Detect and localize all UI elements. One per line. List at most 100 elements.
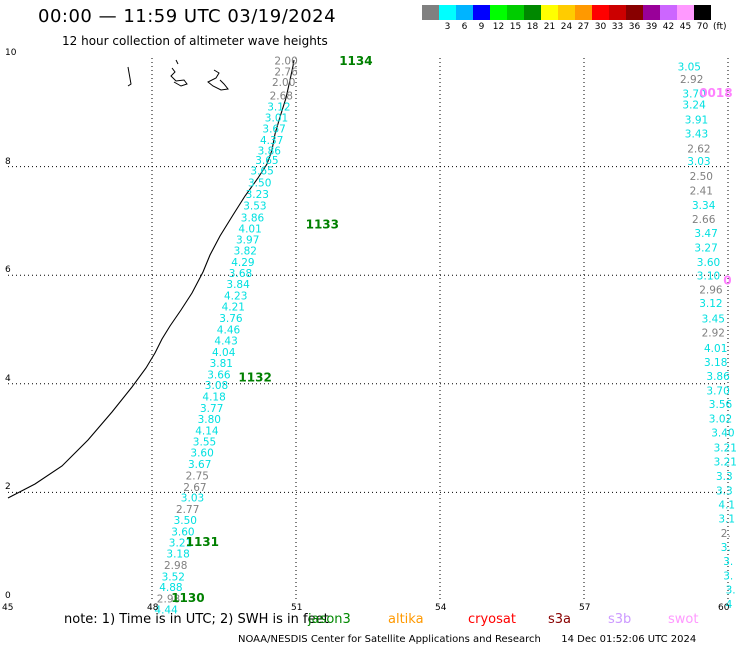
wave-height-value: 3.50 [248, 178, 271, 190]
wave-height-value: 3.34 [692, 200, 716, 212]
wave-height-value: 3.47 [694, 228, 717, 240]
wave-height-value: 2.98 [157, 594, 180, 606]
wave-height-value: 3.67 [262, 123, 285, 135]
legend-color [643, 5, 660, 20]
legend-swatch: 15 [507, 5, 524, 32]
color-legend: 3 6 9 12 15 18 21 24 27 30 33 36 39 42 45 70 (ft) [422, 5, 727, 32]
legend-swatch: 30 [592, 5, 609, 32]
mission-name: swot [668, 612, 699, 627]
wave-height-value: 4.43 [214, 336, 237, 348]
wave-height-value: 2.92 [702, 328, 725, 340]
wave-height-value: 4.29 [231, 257, 254, 269]
wave-height-value: 4.88 [159, 582, 182, 594]
legend-color [524, 5, 541, 20]
wave-height-value: 3.82 [234, 246, 257, 258]
wave-height-value: 3. [726, 584, 736, 596]
wave-height-value: 3.65 [255, 155, 278, 167]
wave-height-value: 2.66 [692, 214, 716, 226]
legend-color [473, 5, 490, 20]
wave-height-value: 4.04 [212, 347, 236, 359]
wave-height-value: 3.08 [205, 380, 228, 392]
legend-color [694, 5, 711, 20]
wave-height-value: 2.76 [274, 66, 298, 78]
wave-height-value: 3.91 [685, 115, 708, 127]
wave-height-value: 3.86 [706, 371, 730, 383]
mission-name: s3b [608, 612, 632, 627]
wave-height-value: 3.18 [166, 549, 189, 561]
island-shape [175, 59, 179, 65]
footer-timestamp: 14 Dec 01:52:06 UTC 2024 [561, 634, 697, 645]
legend-label [429, 22, 432, 32]
legend-swatch: 36 [626, 5, 643, 32]
legend-color [439, 5, 456, 20]
wave-height-value: 2.96 [699, 285, 723, 297]
wave-height-value: 3.76 [219, 313, 243, 325]
y-tick-label: 6 [5, 265, 11, 276]
coastline [7, 59, 295, 499]
wave-height-value: 3.60 [171, 526, 194, 538]
legend-color [422, 5, 439, 20]
wave-height-value: 3.01 [265, 113, 288, 125]
wave-height-value: 3. [723, 570, 733, 582]
pass-number-label: 1132 [238, 371, 271, 385]
wave-height-value: 2.62 [687, 143, 710, 155]
legend-swatch: 3 [439, 5, 456, 32]
legend-swatch: 21 [541, 5, 558, 32]
legend-label: 15 [509, 22, 522, 32]
wave-height-value: 3.03 [181, 493, 204, 505]
wave-height-value: 3.05 [678, 61, 701, 73]
wave-height-value: 4.01 [238, 223, 261, 235]
pass-number-label: 1133 [306, 218, 339, 232]
wave-height-value: 3.86 [241, 212, 265, 224]
wave-height-value: 3.24 [682, 99, 706, 111]
footer-credit: NOAA/NESDIS Center for Satellite Applica… [238, 634, 541, 645]
wave-height-value: 3.21 [714, 456, 737, 468]
x-tick-label: 51 [291, 603, 303, 613]
wave-height-value: 4.46 [217, 324, 241, 336]
legend-label: 70 [696, 22, 709, 32]
legend-swatch: 39 [643, 5, 660, 32]
mission-name: altika [388, 612, 424, 627]
wave-height-value: 3.84 [226, 279, 250, 291]
pass-number-label: 0018 [699, 86, 732, 100]
mission-name: cryosat [468, 612, 516, 627]
legend-swatch: 70 [694, 5, 711, 32]
legend-swatch: 33 [609, 5, 626, 32]
legend-label: 18 [526, 22, 539, 32]
wave-height-value: 3.10 [697, 271, 720, 283]
x-tick-label: 48 [147, 603, 159, 613]
wave-height-value: 3.50 [174, 515, 197, 527]
wave-height-value: 3.18 [704, 357, 727, 369]
wave-height-value: 3.70 [706, 386, 729, 398]
footer: NOAA/NESDIS Center for Satellite Applica… [238, 634, 696, 645]
wave-height-value: 2.41 [690, 185, 713, 197]
wave-height-value: 3.23 [246, 189, 269, 201]
wave-height-value: 3.27 [694, 242, 717, 254]
pass-number-label: 1131 [186, 535, 219, 549]
wave-height-value: 3. [723, 556, 733, 568]
pass-number-label: 0 [723, 273, 731, 287]
y-tick-label: 8 [5, 156, 11, 167]
wave-height-value: 4.1 [718, 500, 735, 512]
legend-color [558, 5, 575, 20]
wave-height-value: 3.43 [685, 128, 708, 140]
wave-height-value: 3.56 [709, 399, 733, 411]
wave-height-value: 2.92 [680, 74, 703, 86]
wave-height-value: 2.67 [183, 482, 206, 494]
island-shape [127, 66, 132, 87]
legend-label: 9 [478, 22, 485, 32]
wave-height-value: 3.3 [716, 486, 733, 498]
legend-swatch: 18 [524, 5, 541, 32]
legend-color [592, 5, 609, 20]
legend-label: 33 [611, 22, 624, 32]
wave-height-value: 2.00 [272, 77, 295, 89]
legend-swatch: 24 [558, 5, 575, 32]
wave-height-value: 4.01 [704, 343, 727, 355]
legend-label: 3 [444, 22, 451, 32]
map-title: 00:00 — 11:59 UTC 03/19/2024 [38, 6, 337, 27]
legend-label: 12 [492, 22, 505, 32]
legend-color [575, 5, 592, 20]
legend-color [609, 5, 626, 20]
legend-swatch: 27 [575, 5, 592, 32]
